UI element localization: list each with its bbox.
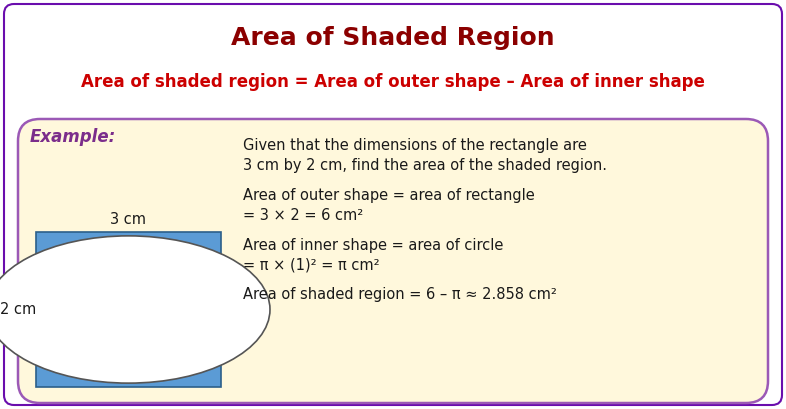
Text: = 3 × 2 = 6 cm²: = 3 × 2 = 6 cm² [243,207,363,222]
Text: Example:: Example: [30,128,116,146]
Text: Area of Shaded Region: Area of Shaded Region [231,26,555,50]
Text: Given that the dimensions of the rectangle are: Given that the dimensions of the rectang… [243,137,587,153]
Text: = π × (1)² = π cm²: = π × (1)² = π cm² [243,258,380,272]
Ellipse shape [0,236,270,383]
Text: 3 cm: 3 cm [111,211,146,227]
FancyBboxPatch shape [4,4,782,405]
Text: Area of shaded region = 6 – π ≈ 2.858 cm²: Area of shaded region = 6 – π ≈ 2.858 cm… [243,288,556,303]
Text: Area of shaded region = Area of outer shape – Area of inner shape: Area of shaded region = Area of outer sh… [81,73,705,91]
Text: 3 cm by 2 cm, find the area of the shaded region.: 3 cm by 2 cm, find the area of the shade… [243,157,607,173]
Bar [36,232,221,387]
Text: Area of outer shape = area of rectangle: Area of outer shape = area of rectangle [243,187,534,202]
Text: Area of inner shape = area of circle: Area of inner shape = area of circle [243,238,503,252]
Text: 2 cm: 2 cm [0,302,36,317]
FancyBboxPatch shape [18,119,768,403]
